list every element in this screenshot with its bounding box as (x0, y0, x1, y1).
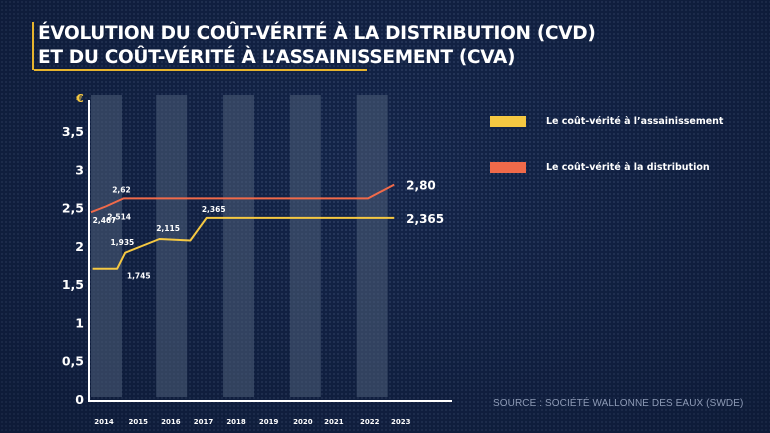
x-tick-label: 2015 (129, 418, 149, 426)
x-tick-label: 2016 (161, 418, 181, 426)
x-tick-label: 2022 (360, 418, 380, 426)
shaded-band-1 (156, 95, 188, 397)
legend-label-cva: Le coût-vérité à l’assainissement (546, 115, 724, 127)
x-tick-label: 2021 (324, 418, 344, 426)
x-tick-label: 2019 (259, 418, 279, 426)
y-tick-label: 2 (75, 239, 84, 254)
y-tick-label: 3,5 (62, 124, 84, 139)
legend-swatch-cvd (490, 161, 526, 173)
data-label: 2,115 (156, 224, 180, 233)
data-label: 1,935 (111, 238, 135, 247)
series-line-cvd (90, 183, 395, 214)
shaded-band-4 (356, 95, 388, 397)
legend-label-cvd: Le coût-vérité à la distribution (546, 161, 710, 173)
title-underline (34, 69, 367, 71)
x-tick-label: 2018 (226, 418, 246, 426)
data-label: 2,365 (406, 212, 444, 226)
chart-title: ÉVOLUTION DU COÛT-VÉRITÉ À LA DISTRIBUTI… (32, 22, 596, 71)
data-label: 2,80 (406, 179, 436, 193)
y-tick-label: 0,5 (62, 354, 84, 369)
data-label: 1,745 (127, 271, 151, 280)
title-line-2: ET DU COÛT-VÉRITÉ À L’ASSAINISSEMENT (CV… (38, 47, 516, 68)
y-tick-label: 3 (75, 162, 84, 177)
x-tick-label: 2017 (194, 418, 214, 426)
x-tick-label: 2014 (94, 418, 114, 426)
shaded-band-3 (289, 95, 321, 397)
data-label: 2,62 (112, 185, 131, 194)
shaded-band-2 (223, 95, 254, 397)
legend-swatch-cva (490, 115, 526, 127)
legend: Le coût-vérité à l’assainissement Le coû… (490, 113, 723, 205)
legend-item-cvd: Le coût-vérité à la distribution (490, 159, 723, 175)
y-tick-label: 1 (75, 315, 84, 330)
shaded-band-0 (91, 95, 122, 397)
y-axis-unit-label: € (75, 92, 84, 105)
source-note: SOURCE : SOCIÉTÉ WALLONNE DES EAUX (SWDE… (493, 398, 744, 409)
title-line-1: ÉVOLUTION DU COÛT-VÉRITÉ À LA DISTRIBUTI… (38, 23, 596, 44)
y-tick-label: 1,5 (62, 277, 84, 292)
data-label: 2,467 (93, 216, 117, 225)
x-tick-label: 2020 (293, 418, 313, 426)
y-tick-label: 0 (75, 392, 84, 407)
x-tick-label: 2023 (391, 418, 411, 426)
series-line-cva (92, 216, 395, 270)
data-label: 2,514 (107, 212, 131, 221)
data-label: 2,365 (202, 205, 226, 214)
legend-item-cva: Le coût-vérité à l’assainissement (490, 113, 723, 129)
y-tick-label: 2,5 (62, 201, 84, 216)
